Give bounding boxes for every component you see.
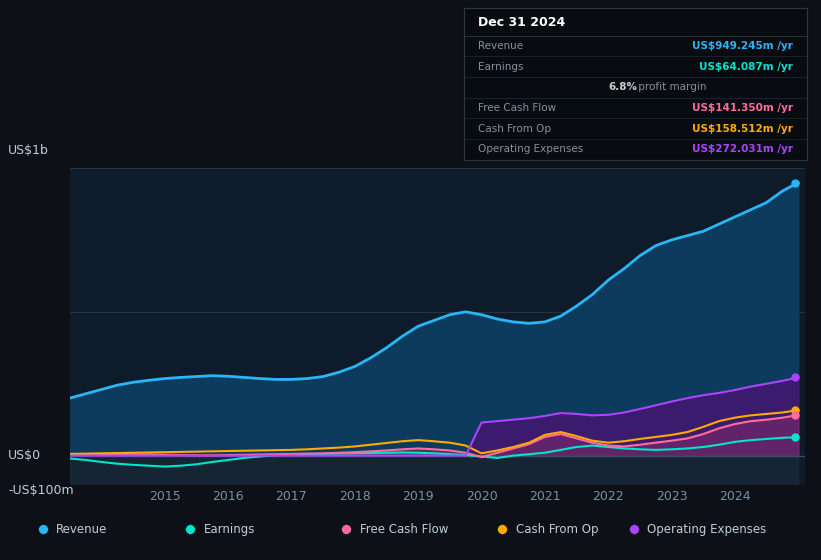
Text: Operating Expenses: Operating Expenses — [647, 523, 766, 536]
Text: US$0: US$0 — [8, 449, 41, 462]
Text: Cash From Op: Cash From Op — [516, 523, 598, 536]
Text: US$158.512m /yr: US$158.512m /yr — [692, 124, 793, 134]
Text: US$141.350m /yr: US$141.350m /yr — [692, 103, 793, 113]
Text: Free Cash Flow: Free Cash Flow — [360, 523, 448, 536]
Text: Dec 31 2024: Dec 31 2024 — [478, 16, 565, 29]
Text: Operating Expenses: Operating Expenses — [478, 144, 583, 154]
Text: Earnings: Earnings — [204, 523, 255, 536]
Text: -US$100m: -US$100m — [8, 484, 74, 497]
Text: 6.8%: 6.8% — [608, 82, 637, 92]
Text: Free Cash Flow: Free Cash Flow — [478, 103, 556, 113]
Text: Revenue: Revenue — [478, 41, 523, 51]
Text: US$64.087m /yr: US$64.087m /yr — [699, 62, 793, 72]
Text: US$272.031m /yr: US$272.031m /yr — [692, 144, 793, 154]
Text: Earnings: Earnings — [478, 62, 523, 72]
Text: Revenue: Revenue — [56, 523, 108, 536]
Text: US$1b: US$1b — [8, 144, 49, 157]
Text: profit margin: profit margin — [635, 82, 707, 92]
Text: Cash From Op: Cash From Op — [478, 124, 551, 134]
Text: US$949.245m /yr: US$949.245m /yr — [692, 41, 793, 51]
